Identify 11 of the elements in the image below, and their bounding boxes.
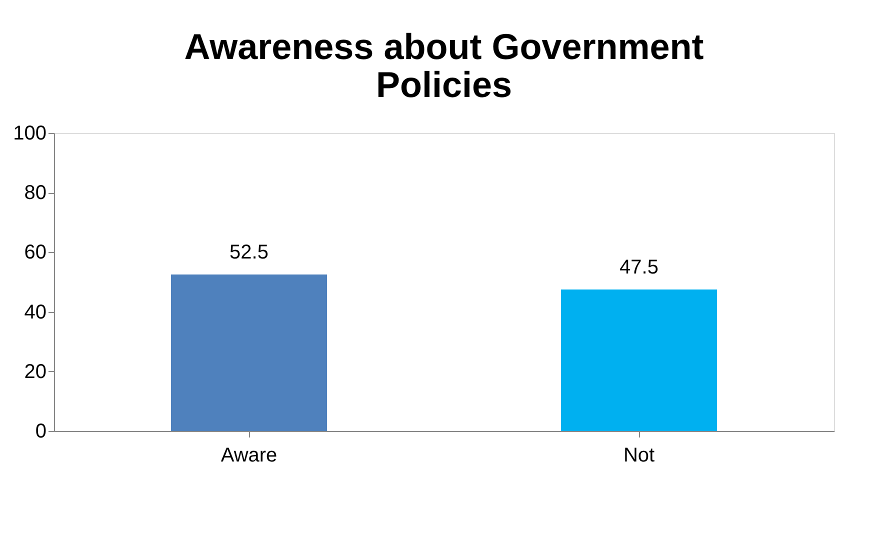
- y-tick-label: 40: [24, 301, 46, 324]
- y-tick-label: 20: [24, 360, 46, 383]
- y-tick-label: 80: [24, 182, 46, 204]
- chart-title: Awareness about Government Policies: [184, 26, 704, 105]
- x-tick-label: Aware: [220, 444, 278, 466]
- data-label: 47.5: [620, 256, 658, 278]
- y-tick-label: 100: [13, 122, 46, 144]
- x-tick-label: Not: [623, 444, 656, 466]
- data-label: 52.5: [230, 242, 268, 264]
- y-tick-label: 0: [35, 420, 46, 442]
- y-tick-label: 60: [24, 242, 46, 264]
